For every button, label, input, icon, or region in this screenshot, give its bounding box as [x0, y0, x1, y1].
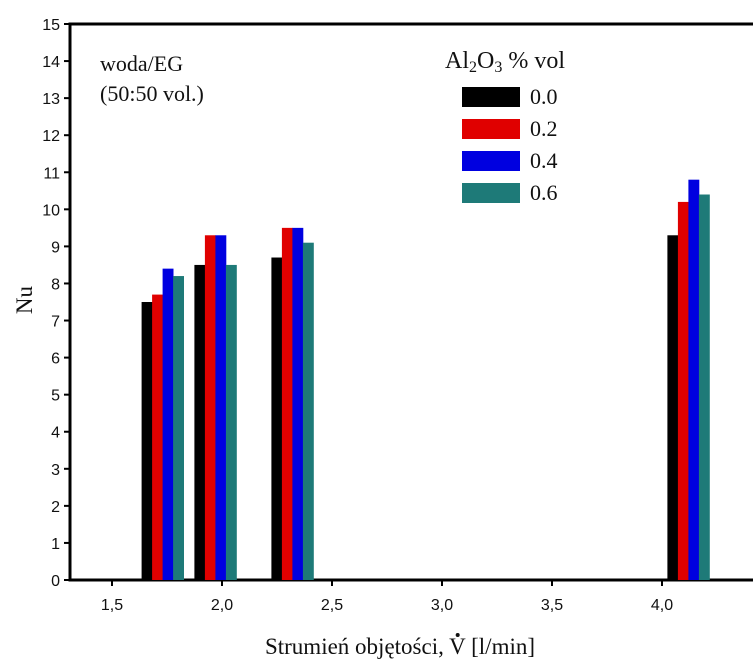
- y-tick-label-7: 7: [51, 314, 60, 331]
- bar-group2-series1: [281, 227, 293, 580]
- bar-group0-series2: [162, 268, 174, 580]
- bar-group1-series2: [215, 235, 227, 580]
- bar-group0-series0: [141, 302, 153, 580]
- fluid-annotation-line2: (50:50 vol.): [100, 81, 204, 106]
- bar-group1-series3: [225, 264, 237, 580]
- y-tick-label-12: 12: [42, 128, 60, 145]
- y-tick-label-3: 3: [51, 462, 60, 479]
- x-tick-label-5: 4,0: [651, 597, 673, 614]
- bar-group2-series3: [302, 242, 314, 580]
- x-axis-ticks: 1,5 2,0 2,5 3,0 3,5 4,0: [101, 580, 673, 614]
- x-tick-label-0: 1,5: [101, 597, 123, 614]
- x-tick-label-3: 3,0: [431, 597, 453, 614]
- y-tick-label-9: 9: [51, 239, 60, 256]
- y-tick-label-13: 13: [42, 91, 60, 108]
- legend-label-1: 0.2: [530, 116, 558, 141]
- bar-group1-series1: [204, 235, 216, 580]
- bar-group3-series1: [677, 201, 689, 581]
- y-tick-label-4: 4: [51, 425, 60, 442]
- legend: Al2O3 % vol 0.0 0.2 0.4 0.6: [445, 48, 565, 205]
- bar-group0-series3: [173, 276, 184, 580]
- legend-label-3: 0.6: [530, 180, 558, 205]
- bars: [141, 179, 710, 581]
- legend-swatch-0: [462, 87, 520, 107]
- x-axis-title-dot: [455, 633, 460, 637]
- legend-title: Al2O3 % vol: [445, 48, 565, 76]
- bar-group3-series0: [667, 235, 679, 580]
- y-tick-label-14: 14: [42, 54, 60, 71]
- legend-label-2: 0.4: [530, 148, 558, 173]
- x-tick-label-2: 2,5: [321, 597, 343, 614]
- legend-swatch-2: [462, 151, 520, 171]
- legend-swatch-3: [462, 183, 520, 203]
- x-tick-label-4: 3,5: [541, 597, 563, 614]
- bar-group3-series2: [688, 179, 700, 580]
- bar-group2-series2: [292, 227, 304, 580]
- bar-group0-series1: [152, 294, 163, 580]
- y-tick-label-11: 11: [43, 165, 60, 182]
- legend-items: 0.0 0.2 0.4 0.6: [462, 84, 558, 205]
- y-tick-label-15: 15: [42, 17, 60, 34]
- y-tick-label-8: 8: [51, 276, 60, 293]
- x-axis-title-symbol: V: [449, 634, 466, 659]
- y-tick-label-0: 0: [51, 573, 60, 590]
- bar-group3-series3: [698, 194, 710, 581]
- x-tick-label-1: 2,0: [211, 597, 233, 614]
- legend-label-0: 0.0: [530, 84, 558, 109]
- y-tick-label-2: 2: [51, 499, 60, 516]
- fluid-annotation-line1: woda/EG: [100, 51, 183, 76]
- x-axis-title: Strumień objętości, V [l/min]: [265, 634, 535, 659]
- bar-group1-series0: [194, 264, 206, 580]
- bar-group2-series0: [271, 257, 283, 580]
- y-tick-label-6: 6: [51, 351, 60, 368]
- y-tick-label-5: 5: [51, 388, 60, 405]
- y-tick-label-1: 1: [51, 536, 60, 553]
- legend-swatch-1: [462, 119, 520, 139]
- y-axis-title: Nu: [12, 285, 37, 314]
- y-tick-label-10: 10: [42, 202, 60, 219]
- plot-frame: [68, 22, 753, 582]
